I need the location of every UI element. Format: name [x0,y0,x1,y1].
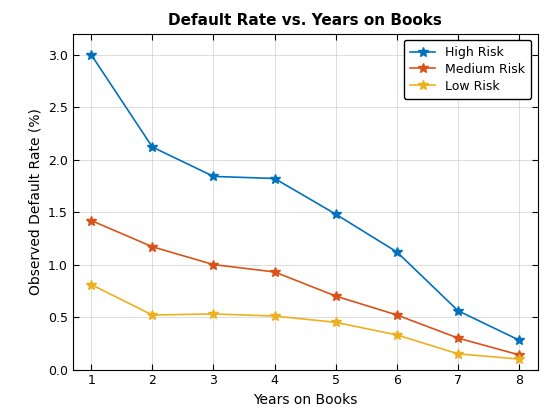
High Risk [88,52,95,57]
High Risk [394,249,400,255]
Medium Risk [88,218,95,223]
Medium Risk [333,294,339,299]
Line: Medium Risk: Medium Risk [86,215,524,360]
High Risk [271,176,278,181]
High Risk [333,212,339,217]
Low Risk [333,320,339,325]
Medium Risk [394,312,400,318]
Title: Default Rate vs. Years on Books: Default Rate vs. Years on Books [168,13,442,28]
High Risk [210,174,217,179]
Low Risk [149,312,156,318]
Medium Risk [271,270,278,275]
Medium Risk [516,352,522,357]
Low Risk [394,333,400,338]
X-axis label: Years on Books: Years on Books [253,393,357,407]
High Risk [149,144,156,150]
Y-axis label: Observed Default Rate (%): Observed Default Rate (%) [29,108,43,295]
High Risk [516,338,522,343]
Legend: High Risk, Medium Risk, Low Risk: High Risk, Medium Risk, Low Risk [404,40,531,99]
Low Risk [271,313,278,318]
Line: High Risk: High Risk [86,50,524,345]
Line: Low Risk: Low Risk [86,280,524,364]
Medium Risk [210,262,217,267]
Low Risk [455,351,461,356]
Low Risk [210,311,217,317]
Medium Risk [149,244,156,249]
Low Risk [88,282,95,287]
Medium Risk [455,336,461,341]
High Risk [455,308,461,313]
Low Risk [516,357,522,362]
